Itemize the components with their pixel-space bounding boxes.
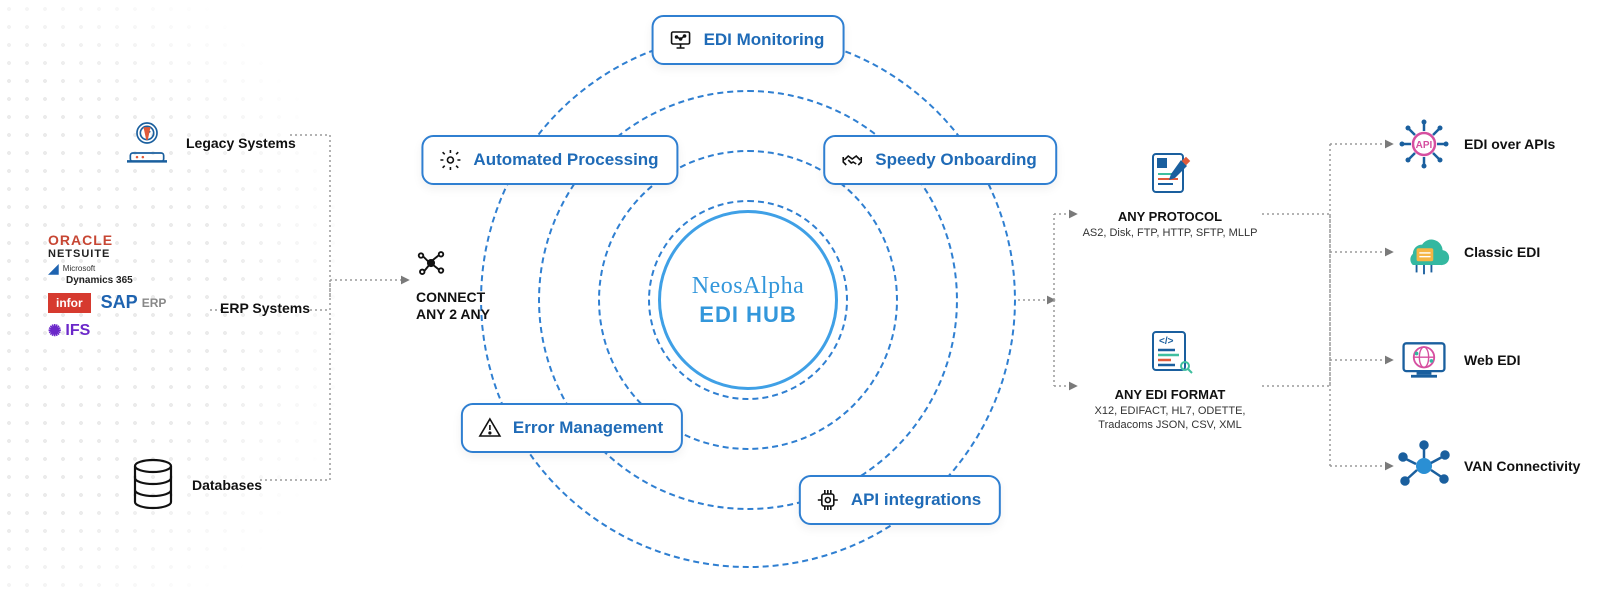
svg-text:</>: </> xyxy=(1159,336,1174,347)
feature-error-management: Error Management xyxy=(461,403,683,453)
source-label: ERP Systems xyxy=(220,300,310,316)
source-databases: Databases xyxy=(128,460,262,510)
feature-label: Automated Processing xyxy=(473,150,658,170)
target-web-edi: Web EDI xyxy=(1398,334,1521,386)
target-edi-over-apis: API EDI over APIs xyxy=(1398,118,1555,170)
info-format: </> ANY EDI FORMAT X12, EDIFACT, HL7, ODET… xyxy=(1080,326,1260,433)
feature-label: EDI Monitoring xyxy=(704,30,825,50)
feature-label: Error Management xyxy=(513,418,663,438)
info-title: ANY EDI FORMAT xyxy=(1080,387,1260,402)
svg-text:API: API xyxy=(1416,140,1433,151)
infor-logo: infor xyxy=(48,293,91,313)
db-icon xyxy=(128,460,178,510)
hub-brand: NeosAlpha xyxy=(692,273,804,300)
handshake-icon xyxy=(839,147,865,173)
doc-code-icon: </> xyxy=(1080,326,1260,381)
network-icon xyxy=(1398,440,1450,492)
info-title: ANY PROTOCOL xyxy=(1080,209,1260,224)
oracle-logo: ORACLE xyxy=(48,232,208,248)
monitor-icon xyxy=(668,27,694,53)
sap-logo: SAPERP xyxy=(101,292,167,313)
target-label: Classic EDI xyxy=(1464,244,1540,260)
source-label: Legacy Systems xyxy=(186,135,296,151)
target-label: VAN Connectivity xyxy=(1464,458,1580,474)
erp-logos: ORACLE NETSUITE ◢Microsoft Dynamics 365 … xyxy=(48,232,208,341)
source-label: Databases xyxy=(192,477,262,493)
source-legacy-systems: Legacy Systems xyxy=(122,118,296,168)
info-subtitle: X12, EDIFACT, HL7, ODETTE, Tradacoms JSO… xyxy=(1080,404,1260,433)
feature-label: API integrations xyxy=(851,490,981,510)
feature-edi-monitoring: EDI Monitoring xyxy=(652,15,845,65)
connect-any-2-any: CONNECTANY 2 ANY xyxy=(416,248,490,323)
source-erp-systems: ERP Systems xyxy=(220,300,310,316)
info-subtitle: AS2, Disk, FTP, HTTP, SFTP, MLLP xyxy=(1080,226,1260,240)
chip-icon xyxy=(815,487,841,513)
info-protocol: ANY PROTOCOL AS2, Disk, FTP, HTTP, SFTP, … xyxy=(1080,148,1260,240)
globe-icon xyxy=(1398,334,1450,386)
network-node-icon xyxy=(416,248,446,278)
gear-icon xyxy=(437,147,463,173)
target-label: Web EDI xyxy=(1464,352,1521,368)
connect-line1: CONNECT xyxy=(416,289,485,305)
feature-automated-processing: Automated Processing xyxy=(421,135,678,185)
target-label: EDI over APIs xyxy=(1464,136,1555,152)
cloud-icon xyxy=(1398,226,1450,278)
api-icon: API xyxy=(1398,118,1450,170)
legacy-icon xyxy=(122,118,172,168)
center-hub: NeosAlpha EDI HUB xyxy=(658,210,838,390)
warning-icon xyxy=(477,415,503,441)
ifs-logo: ✺IFS xyxy=(48,321,90,341)
connect-line2: ANY 2 ANY xyxy=(416,306,490,322)
doc-pencil-icon xyxy=(1080,148,1260,203)
hub-title: EDI HUB xyxy=(699,302,796,328)
feature-speedy-onboarding: Speedy Onboarding xyxy=(823,135,1057,185)
diagram-stage: NeosAlpha EDI HUB EDI Monitoring Automate… xyxy=(0,0,1600,600)
netsuite-logo: NETSUITE xyxy=(48,248,208,260)
feature-api-integrations: API integrations xyxy=(799,475,1001,525)
feature-label: Speedy Onboarding xyxy=(875,150,1037,170)
target-classic-edi: Classic EDI xyxy=(1398,226,1540,278)
target-van-connectivity: VAN Connectivity xyxy=(1398,440,1580,492)
